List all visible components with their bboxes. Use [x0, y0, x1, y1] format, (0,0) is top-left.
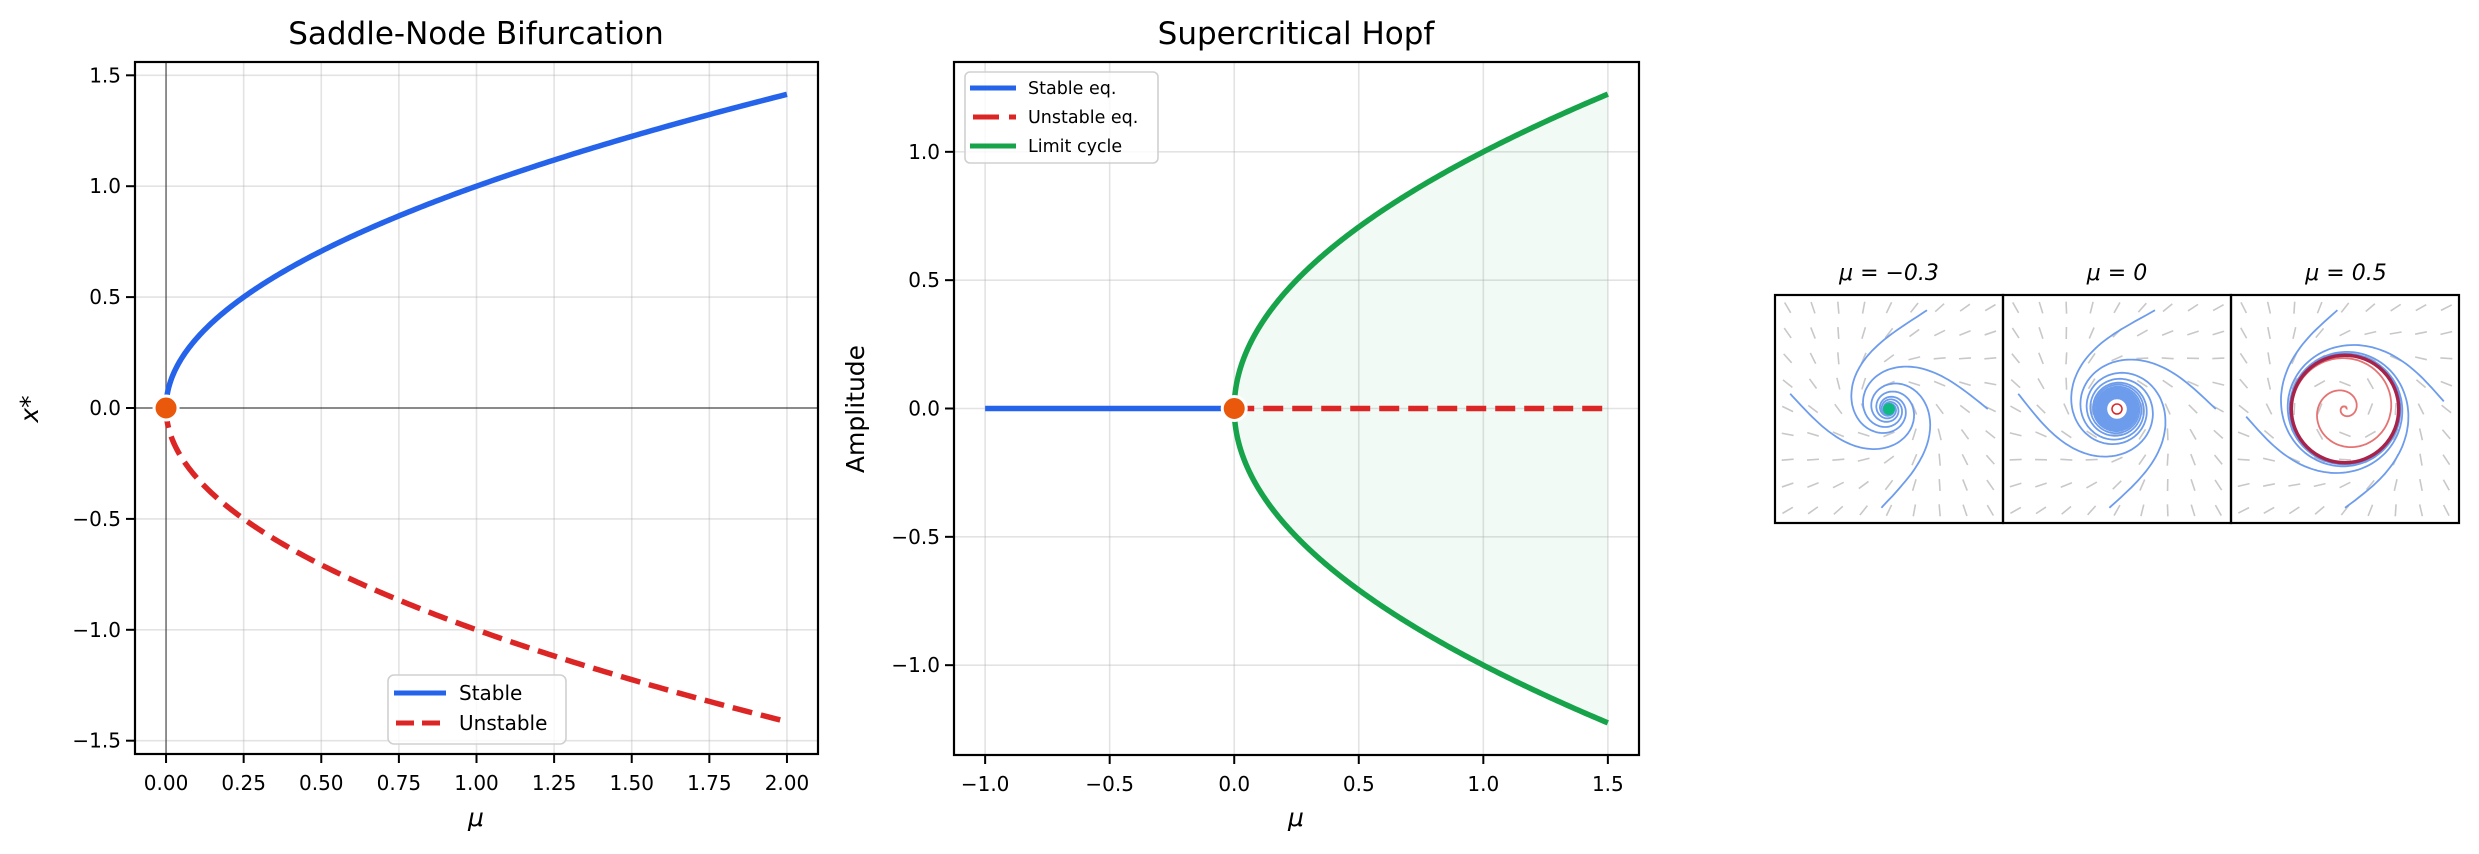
panel-title: μ = 0.5 — [2304, 261, 2386, 286]
x-tick-label: 1.50 — [609, 771, 654, 795]
legend: Stable eq. Unstable eq. Limit cycle — [964, 71, 1159, 164]
stable-focus-marker — [1883, 403, 1895, 415]
y-tick-label: 1.5 — [89, 63, 121, 87]
ticks: 0.00 0.25 0.50 0.75 1.00 1.25 1.50 1.75 2.00 −1.5… — [72, 63, 809, 795]
stable-branch-line — [163, 91, 788, 409]
x-tick-label: 1.0 — [1467, 772, 1499, 796]
x-tick-label: −1.0 — [961, 772, 1010, 796]
x-tick-label: 1.00 — [454, 771, 499, 795]
hopf-chart: Supercritical Hopf −1.0 −0.5 0.0 0.5 1.0 1.5−… — [841, 16, 1641, 832]
phase-panel-mu-0: μ = 0 — [2001, 261, 2233, 525]
trajectory — [2280, 309, 2402, 468]
legend-unstable-label: Unstable eq. — [1028, 108, 1138, 128]
series — [152, 91, 788, 725]
legend: Stable Unstable — [387, 674, 567, 745]
limit-cycle-orbit — [2289, 353, 2401, 465]
phase-portraits: μ = −0.3 μ = 0 μ = 0.5 — [1773, 261, 2461, 525]
unstable-branch-line — [163, 407, 788, 725]
y-axis-label: x* — [15, 395, 44, 423]
trajectory — [1862, 365, 1989, 428]
trajectory — [2245, 352, 2404, 474]
limit-cycle-lower-line — [1231, 408, 1609, 726]
weak-focus-marker — [2111, 403, 2123, 415]
y-tick-label: 0.0 — [908, 397, 940, 421]
y-tick-label: −1.0 — [72, 618, 121, 642]
vector-field — [1781, 301, 1997, 517]
saddle-node-title: Saddle-Node Bifurcation — [288, 16, 664, 52]
y-tick-label: −0.5 — [72, 507, 121, 531]
x-tick-label: 0.00 — [144, 771, 189, 795]
x-tick-label: 0.0 — [1218, 772, 1250, 796]
y-tick-label: −1.0 — [891, 653, 940, 677]
phase-panel-mu-neg-0-3: μ = −0.3 — [1773, 261, 2005, 525]
y-axis-label: Amplitude — [841, 345, 870, 473]
x-axis-label: μ — [1287, 803, 1304, 832]
x-tick-label: 2.00 — [765, 771, 810, 795]
vector-field — [2237, 301, 2453, 517]
x-tick-label: 1.5 — [1592, 772, 1624, 796]
series — [985, 91, 1609, 726]
y-tick-label: −0.5 — [891, 525, 940, 549]
trajectory — [2017, 377, 2154, 458]
y-tick-label: 0.5 — [89, 285, 121, 309]
x-tick-label: 1.25 — [532, 771, 577, 795]
trajectory — [1870, 382, 1932, 509]
legend-stable-label: Stable eq. — [1028, 79, 1116, 99]
legend-limit-cycle-label: Limit cycle — [1028, 137, 1122, 157]
phase-panel-mu-0-5: μ = 0.5 — [2229, 261, 2461, 525]
y-tick-label: −1.5 — [72, 729, 121, 753]
legend-stable-label: Stable — [459, 681, 522, 705]
x-tick-label: 1.75 — [687, 771, 732, 795]
legend-unstable-label: Unstable — [459, 711, 547, 735]
y-tick-label: 0.0 — [89, 396, 121, 420]
saddle-node-chart: Saddle-Node Bifurcation 0.00 0.25 0.50 0.75… — [15, 16, 820, 832]
x-axis-label: μ — [467, 803, 484, 832]
bifurcation-point-marker — [152, 394, 180, 422]
y-tick-label: 1.0 — [89, 174, 121, 198]
panel-title: μ = 0 — [2086, 261, 2147, 286]
x-tick-label: 0.75 — [377, 771, 422, 795]
hopf-title: Supercritical Hopf — [1158, 16, 1436, 52]
y-tick-label: 1.0 — [908, 140, 940, 164]
limit-cycle-upper-line — [1231, 91, 1609, 409]
vector-field — [2009, 301, 2225, 517]
ticks: −1.0 −0.5 0.0 0.5 1.0 1.5 −1.0 −0.5 0.0 0.5 1.0 — [891, 140, 1623, 796]
x-tick-label: 0.5 — [1343, 772, 1375, 796]
bifurcation-point-marker — [1220, 395, 1248, 422]
panel-title: μ = −0.3 — [1838, 261, 1939, 286]
x-tick-label: −0.5 — [1085, 772, 1134, 796]
y-tick-label: 0.5 — [908, 268, 940, 292]
panel-frame — [2229, 293, 2461, 525]
x-tick-label: 0.25 — [221, 771, 266, 795]
x-tick-label: 0.50 — [299, 771, 344, 795]
